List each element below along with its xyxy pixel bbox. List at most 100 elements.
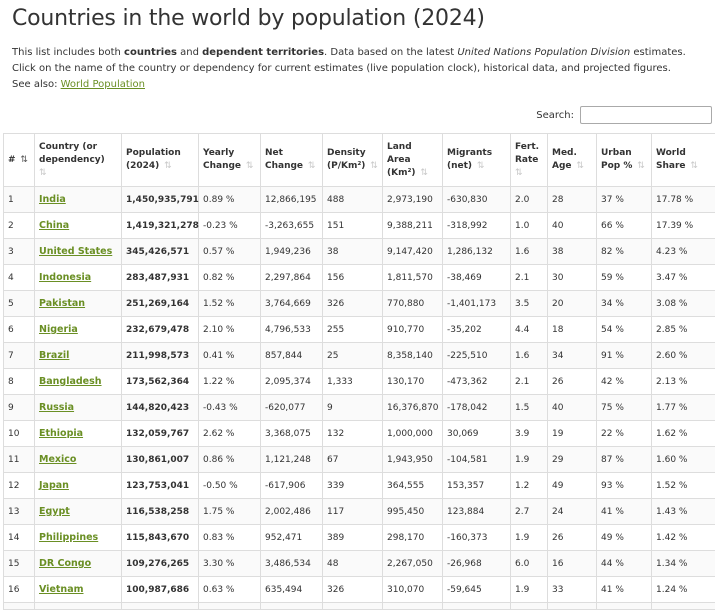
cell-density: 326 xyxy=(323,577,383,603)
cell-yearly-change: 0.63 % xyxy=(199,577,261,603)
cell-land-area: 2,267,050 xyxy=(383,551,443,577)
cell-country: Ethiopia xyxy=(35,421,122,447)
column-header-density[interactable]: Density(P/Km²) ⇅ xyxy=(323,134,383,187)
cell-country: China xyxy=(35,213,122,239)
country-link[interactable]: Philippines xyxy=(39,532,98,543)
search-input[interactable] xyxy=(580,106,712,124)
cell-yearly-change: 0.86 % xyxy=(199,447,261,473)
cell-urban-pop: 41 % xyxy=(597,577,652,603)
cell-density: 9 xyxy=(323,395,383,421)
cell-land-area: 310,070 xyxy=(383,577,443,603)
column-header-rank[interactable]: # ⇅ xyxy=(4,134,35,187)
cell-world-share: 1.60 % xyxy=(652,447,715,473)
cell-rank: 7 xyxy=(4,343,35,369)
cell-migrants: -38,469 xyxy=(443,265,511,291)
cell-urban-pop: 44 % xyxy=(597,551,652,577)
cell-density: 132 xyxy=(323,421,383,447)
cell-migrants: -630,830 xyxy=(443,187,511,213)
cell-net-change: 3,486,534 xyxy=(261,551,323,577)
country-link[interactable]: Brazil xyxy=(39,350,69,361)
cell-rank: 3 xyxy=(4,239,35,265)
country-link[interactable]: Japan xyxy=(39,480,69,491)
cell-country: Japan xyxy=(35,473,122,499)
country-link[interactable]: Vietnam xyxy=(39,584,84,595)
cell-rank: 11 xyxy=(4,447,35,473)
cell-yearly-change: -0.43 % xyxy=(199,395,261,421)
cell-migrants: -225,510 xyxy=(443,343,511,369)
sort-arrows-icon: ⇅ xyxy=(305,161,315,171)
cell-fert-rate: 3.5 xyxy=(511,291,548,317)
cell-density: 389 xyxy=(323,525,383,551)
cell-land-area: 9,147,420 xyxy=(383,239,443,265)
cell-population: 100,987,686 xyxy=(122,577,199,603)
cell-density: 326 xyxy=(323,291,383,317)
cell-country: Nigeria xyxy=(35,317,122,343)
cell-world-share: 1.42 % xyxy=(652,525,715,551)
cell-urban-pop: 34 % xyxy=(597,291,652,317)
cell-country: Philippines xyxy=(35,525,122,551)
cell-rank: 6 xyxy=(4,317,35,343)
cell-yearly-change: 1.52 % xyxy=(199,291,261,317)
cell-urban-pop: 59 % xyxy=(597,265,652,291)
cell-density: 25 xyxy=(323,343,383,369)
column-header-migrants[interactable]: Migrants(net) ⇅ xyxy=(443,134,511,187)
country-link[interactable]: Pakistan xyxy=(39,298,85,309)
cell-land-area: 9,388,211 xyxy=(383,213,443,239)
cell-med-age: 29 xyxy=(548,447,597,473)
cell-med-age: 28 xyxy=(548,187,597,213)
cell-med-age: 49 xyxy=(548,473,597,499)
cell-migrants: -104,581 xyxy=(443,447,511,473)
cell-med-age: 24 xyxy=(548,499,597,525)
country-link[interactable]: China xyxy=(39,220,69,231)
cell-yearly-change: 3.30 % xyxy=(199,551,261,577)
cell-population: 173,562,364 xyxy=(122,369,199,395)
cell-fert-rate: 1.5 xyxy=(511,395,548,421)
country-link[interactable]: Mexico xyxy=(39,454,76,465)
column-header-fert-rate[interactable]: Fert.Rate ⇅ xyxy=(511,134,548,187)
country-link[interactable]: Russia xyxy=(39,402,74,413)
cell-fert-rate: 1.2 xyxy=(511,473,548,499)
cell-net-change: 635,494 xyxy=(261,577,323,603)
country-link[interactable]: Egypt xyxy=(39,506,70,517)
cell-country: Pakistan xyxy=(35,291,122,317)
cell-yearly-change: 0.41 % xyxy=(199,343,261,369)
cell-fert-rate: 3.9 xyxy=(511,421,548,447)
country-link[interactable]: United States xyxy=(39,246,112,257)
country-link[interactable]: Ethiopia xyxy=(39,428,83,439)
cell-yearly-change: 2.10 % xyxy=(199,317,261,343)
country-link[interactable]: Nigeria xyxy=(39,324,78,335)
country-link[interactable]: Bangladesh xyxy=(39,376,102,387)
column-header-population[interactable]: Population(2024) ⇅ xyxy=(122,134,199,187)
cell-med-age: 18 xyxy=(548,317,597,343)
column-header-med-age[interactable]: Med.Age ⇅ xyxy=(548,134,597,187)
country-link[interactable]: Indonesia xyxy=(39,272,91,283)
country-link[interactable]: India xyxy=(39,194,66,205)
cell-net-change: -617,906 xyxy=(261,473,323,499)
country-link[interactable]: DR Congo xyxy=(39,558,91,569)
world-population-link[interactable]: World Population xyxy=(61,79,145,90)
cell-world-share: 1.62 % xyxy=(652,421,715,447)
cell-yearly-change: -0.23 % xyxy=(199,213,261,239)
cell-yearly-change: 0.83 % xyxy=(199,525,261,551)
cell-population: 132,059,767 xyxy=(122,421,199,447)
sort-arrows-icon: ⇅ xyxy=(515,168,523,178)
sort-arrows-icon: ⇅ xyxy=(367,161,377,171)
cell-migrants: 123,884 xyxy=(443,499,511,525)
cell-fert-rate: 2.0 xyxy=(511,187,548,213)
cell-population: 116,538,258 xyxy=(122,499,199,525)
cell-country: United States xyxy=(35,239,122,265)
cell-net-change: 4,796,533 xyxy=(261,317,323,343)
cell-population: 130,861,007 xyxy=(122,447,199,473)
cell-density: 48 xyxy=(323,551,383,577)
